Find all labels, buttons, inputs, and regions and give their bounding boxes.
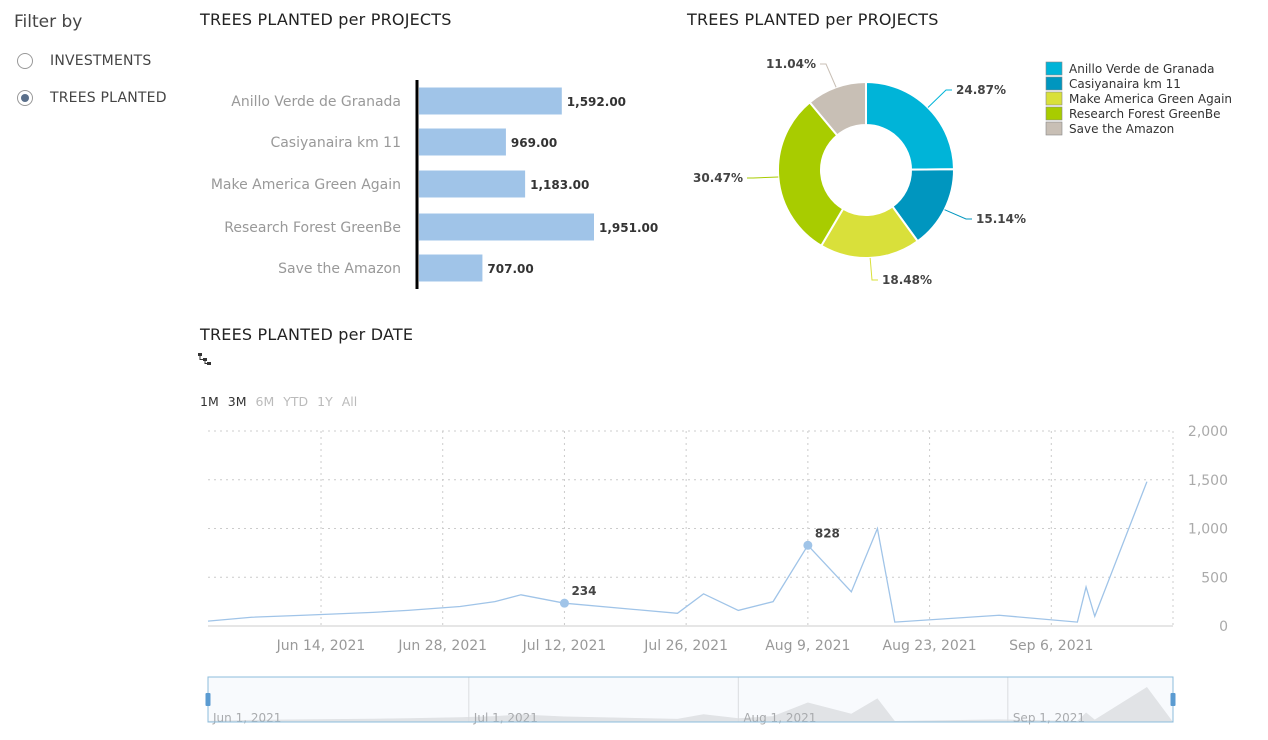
legend-label-casiyanaira-km-11: Casiyanaira km 11 (1069, 77, 1181, 91)
donut-value-label-casiyanaira-km-11: 15.14% (976, 212, 1026, 226)
legend-label-research-forest-greenbe: Research Forest GreenBe (1069, 107, 1220, 121)
range-3m-button[interactable]: 3M (227, 394, 247, 409)
bar-research-forest-greenbe (419, 213, 594, 241)
bar-value-label-save-the-amazon: 707.00 (487, 262, 533, 276)
x-tick-label-2021-09-06: Sep 6, 2021 (1009, 638, 1093, 654)
x-tick-label-2021-08-23: Aug 23, 2021 (883, 638, 977, 654)
bar-category-label-casiyanaira-km-11: Casiyanaira km 11 (270, 135, 401, 151)
donut-value-label-research-forest-greenbe: 30.47% (693, 171, 743, 185)
bar-value-label-research-forest-greenbe: 1,951.00 (599, 221, 658, 235)
bar-category-label-make-america-green-again: Make America Green Again (211, 177, 401, 193)
legend-swatch-research-forest-greenbe (1045, 106, 1063, 121)
y-tick-label-2000: 2,000 (1188, 424, 1228, 440)
hierarchy-icon[interactable] (198, 352, 212, 366)
range-1m-button[interactable]: 1M (200, 394, 219, 409)
bar-value-label-anillo-verde-de-granada: 1,592.00 (567, 95, 626, 109)
range-ytd-button[interactable]: YTD (283, 394, 309, 409)
bar-casiyanaira-km-11 (419, 128, 506, 156)
bar-value-label-make-america-green-again: 1,183.00 (530, 178, 589, 192)
x-tick-label-2021-06-14: Jun 14, 2021 (276, 638, 366, 654)
series-line (207, 481, 1148, 623)
donut-connector-anillo-verde-de-granada (927, 89, 952, 108)
radio-trees-planted-circle[interactable] (17, 89, 33, 106)
donut-value-label-make-america-green-again: 18.48% (882, 273, 932, 287)
radio-investments[interactable]: INVESTMENTS (14, 42, 194, 79)
donut-connector-research-forest-greenbe (747, 176, 779, 179)
range-1y-button[interactable]: 1Y (317, 394, 333, 409)
donut-value-label-save-the-amazon: 11.04% (766, 57, 816, 71)
bar-save-the-amazon (419, 254, 483, 282)
legend-swatch-anillo-verde-de-granada (1045, 61, 1063, 76)
legend-label-make-america-green-again: Make America Green Again (1069, 92, 1232, 106)
donut-value-label-anillo-verde-de-granada: 24.87% (956, 83, 1006, 97)
filter-title: Filter by (14, 12, 83, 32)
bar-make-america-green-again (419, 170, 526, 198)
data-point-2021-07-12 (559, 598, 569, 608)
bar-anillo-verde-de-granada (419, 87, 562, 115)
y-tick-label-1000: 1,000 (1188, 522, 1228, 538)
data-point-2021-08-09 (803, 540, 813, 550)
legend-label-save-the-amazon: Save the Amazon (1069, 122, 1174, 136)
navigator-left-handle[interactable] (205, 693, 211, 706)
donut-connector-save-the-amazon (820, 63, 837, 88)
y-tick-label-500: 500 (1201, 570, 1228, 586)
y-tick-label-1500: 1,500 (1188, 473, 1228, 489)
bar-category-label-save-the-amazon: Save the Amazon (278, 261, 401, 277)
range-selector: 1M 3M 6M YTD 1Y All (200, 394, 357, 409)
pie-chart-title: TREES PLANTED per PROJECTS (687, 10, 939, 29)
radio-investments-label: INVESTMENTS (50, 52, 152, 69)
data-label-2021-08-09: 828 (815, 526, 840, 540)
x-tick-label-2021-07-26: Jul 26, 2021 (643, 638, 728, 654)
radio-investments-circle[interactable] (17, 52, 33, 69)
x-tick-label-2021-06-28: Jun 28, 2021 (397, 638, 487, 654)
donut-slice-anillo-verde-de-granada (865, 80, 956, 171)
donut-slice-research-forest-greenbe (777, 100, 845, 248)
donut-connector-make-america-green-again (869, 257, 878, 281)
donut-chart: 24.87% 15.14% 18.48% 30.47% 11.04% (693, 57, 1026, 287)
bar-category-label-research-forest-greenbe: Research Forest GreenBe (224, 220, 401, 236)
bar-chart-title: TREES PLANTED per PROJECTS (200, 10, 452, 29)
donut-slice-save-the-amazon (808, 80, 867, 137)
legend-swatch-make-america-green-again (1045, 91, 1063, 106)
legend-swatch-casiyanaira-km-11 (1045, 76, 1063, 91)
range-6m-button[interactable]: 6M (255, 394, 275, 409)
filter-panel: Filter by INVESTMENTS TREES PLANTED (14, 12, 194, 116)
data-label-2021-07-12: 234 (571, 584, 596, 598)
navigator-selection (207, 676, 1174, 723)
donut-connector-casiyanaira-km-11 (944, 209, 972, 220)
x-tick-label-2021-08-09: Aug 9, 2021 (765, 638, 850, 654)
line-chart: 0 500 1,000 1,500 2,000 Jun 14, 2021 Jun 28, 2… (207, 424, 1228, 654)
x-tick-label-2021-07-12: Jul 12, 2021 (522, 638, 607, 654)
range-all-button[interactable]: All (341, 394, 358, 409)
y-tick-label-0: 0 (1219, 619, 1228, 635)
bar-value-label-casiyanaira-km-11: 969.00 (511, 136, 557, 150)
bar-category-label-anillo-verde-de-granada: Anillo Verde de Granada (231, 94, 401, 110)
navigator-right-handle[interactable] (1170, 693, 1176, 706)
bar-chart: Anillo Verde de Granada 1,592.00 Casiyanai… (211, 80, 658, 289)
radio-trees-planted[interactable]: TREES PLANTED (14, 79, 194, 116)
legend-swatch-save-the-amazon (1045, 121, 1063, 136)
line-chart-title: TREES PLANTED per DATE (200, 325, 414, 344)
legend-label-anillo-verde-de-granada: Anillo Verde de Granada (1069, 62, 1215, 76)
radio-trees-planted-label: TREES PLANTED (50, 89, 167, 106)
